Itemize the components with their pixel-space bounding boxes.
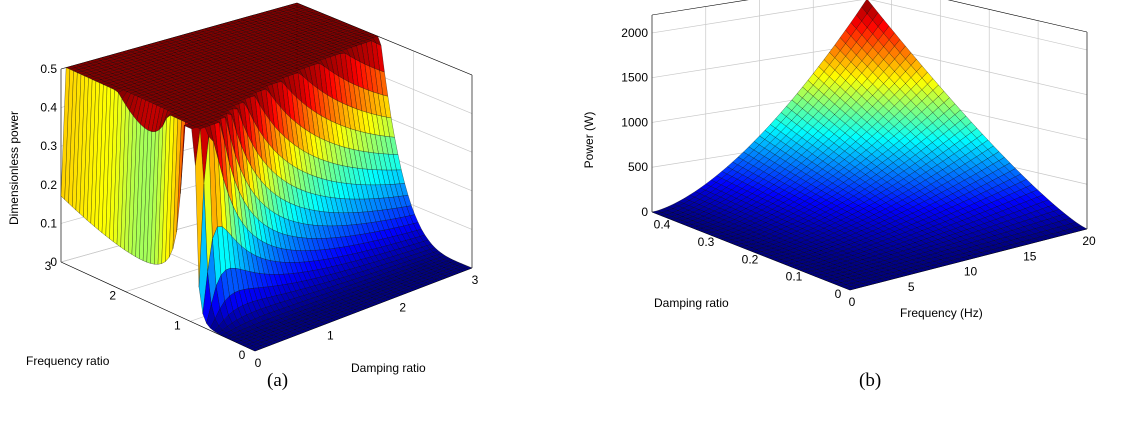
plot-b-edge-top2 [947,0,1088,33]
plot-b-grid-wall-z1-4 [651,0,863,34]
plot-b-y-tick-label: 0.4 [654,218,671,232]
plot-a-y-tick-label: 1 [174,318,181,332]
plot-a-x-tick-label: 1 [327,328,334,342]
plot-a-z-tick-label: 0 [50,255,57,269]
plot-b-z-tick-label: 2000 [621,26,648,40]
surface-plot-b-canvas: 0 5 10 15 20 0 0.1 0.2 0.3 0.4 0 500 1000 1500 2000 Pow… [582,0,1096,320]
plot-b-z-tick-label: 0 [641,205,648,219]
plot-b-y-tick-label: 0.2 [742,252,759,266]
plot-b-x-tick-label: 10 [964,265,978,279]
plot-a-x-tick-label: 2 [399,301,406,315]
plot-b-z-tick-label: 500 [628,160,648,174]
plot-b-grid-wall-z1-3 [651,43,868,79]
plot-b-x-tick-label: 15 [1023,249,1037,263]
plot-a-y-axis-label: Damping ratio [351,361,426,375]
plot-a-z-tick-label: 0.2 [40,178,57,192]
surface-plot-b: 0 5 10 15 20 0 0.1 0.2 0.3 0.4 0 500 1000 1500 2000 Pow… [567,0,1134,421]
plot-a-z-tick-label: 0.5 [40,62,57,76]
plot-a-surface-patch [250,347,261,352]
caption-a: (a) [267,370,289,391]
plot-b-y-tick-label: 0.3 [698,235,715,249]
plot-b-z-tick-label: 1500 [621,71,648,85]
plot-a-z-tick-label: 0.4 [40,101,57,115]
plot-b-edge-top1 [651,0,749,16]
plot-b-x-tick-label: 5 [908,280,915,294]
plot-b-x-tick-label: 20 [1082,234,1096,248]
plot-b-y-axis-label: Damping ratio [654,296,729,310]
plot-a-z-tick-label: 0.1 [40,216,57,230]
plot-a-x-tick-label: 0 [255,356,262,370]
plot-a-y-tick-label: 2 [109,289,116,303]
plot-a-x-tick-label: 3 [472,273,479,287]
plot-b-y-tick-label: 0.1 [786,270,803,284]
plot-a-y-tick-label: 3 [45,259,52,273]
plot-a-x-axis-label: Frequency ratio [26,354,110,368]
plot-a-z-axis-label: Dimensionless power [7,111,21,225]
plot-a-y-tick-label: 0 [239,348,246,362]
plot-b-z-axis-label: Power (W) [582,112,596,169]
surface-plot-a: 0 1 2 3 0 1 2 3 0 0.1 0.2 0.3 0.4 0.5 Dimensionless po… [7,2,479,391]
plot-b-grid-wall-z2-4 [870,0,1088,51]
caption-b: (b) [859,370,882,391]
plot-b-surface [651,0,1088,291]
plot-a-z-tick-label: 0.3 [40,139,57,153]
plot-b-z-tick-label: 1000 [621,115,648,129]
plot-b-x-tick-label: 0 [849,295,856,309]
plot-b-x-axis-label: Frequency (Hz) [900,306,983,320]
plot-b-y-tick-label: 0 [835,287,842,301]
plot-a-surface [60,2,473,352]
